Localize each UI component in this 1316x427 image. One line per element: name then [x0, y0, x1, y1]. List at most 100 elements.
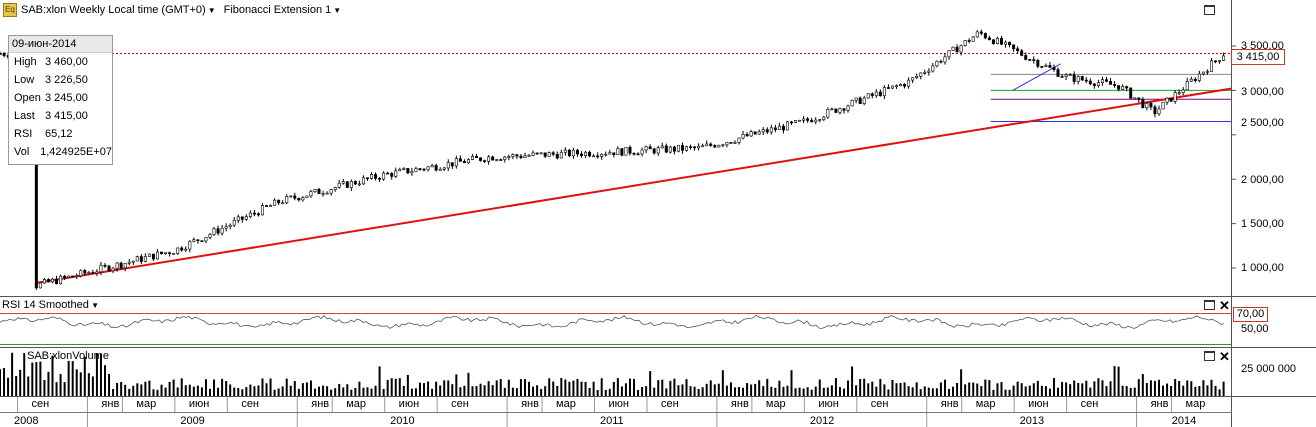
volume-bar — [265, 383, 268, 396]
candle-body — [59, 275, 63, 284]
volume-bar — [19, 369, 22, 396]
candle-body — [357, 183, 361, 186]
volume-bar — [1073, 380, 1076, 396]
candle-body — [313, 188, 317, 192]
volume-bar — [834, 378, 837, 396]
candle-body — [483, 160, 487, 162]
candle-body — [604, 153, 608, 156]
volume-bar — [59, 374, 62, 396]
rsi-panel-close-icon[interactable]: ✕ — [1219, 298, 1230, 313]
volume-bar — [47, 371, 50, 396]
candle-body — [721, 144, 725, 147]
volume-bar — [3, 368, 6, 396]
candle-body — [325, 192, 329, 195]
chart-header: Eq SAB:xlon Weekly Local time (GMT+0) ▼ … — [0, 2, 349, 18]
volume-panel-title[interactable]: SAB:xlonVolume — [27, 350, 109, 362]
volume-bar — [794, 388, 797, 396]
candle-body — [143, 256, 147, 262]
volume-bar — [1222, 381, 1225, 396]
volume-bar — [75, 369, 78, 396]
volume-bar — [297, 388, 300, 396]
candle-body — [422, 168, 426, 171]
volume-bar — [895, 383, 898, 396]
rsi-panel-maximize-icon[interactable] — [1204, 300, 1215, 310]
volume-bar — [1085, 380, 1088, 396]
candle-body — [1048, 65, 1052, 68]
volume-bar — [564, 379, 567, 396]
volume-bar — [980, 386, 983, 396]
candle-body — [567, 149, 571, 157]
volume-bar — [410, 388, 413, 396]
volume-bar — [681, 384, 684, 396]
candle-body — [798, 119, 802, 122]
volume-bar — [968, 382, 971, 396]
candle-body — [71, 275, 75, 278]
volume-bar — [99, 353, 102, 396]
candle-body — [1072, 74, 1076, 82]
candle-body — [188, 241, 192, 250]
volume-bar — [451, 384, 454, 396]
volume-bar — [200, 387, 203, 396]
volume-bar — [1089, 387, 1092, 396]
candle-body — [160, 251, 164, 254]
volume-bar — [746, 383, 749, 396]
candle-body — [487, 156, 491, 162]
price-panel-maximize-icon[interactable] — [1204, 5, 1215, 15]
volume-bar — [1020, 383, 1023, 396]
volume-bar — [838, 387, 841, 396]
symbol-dropdown-caret-icon[interactable]: ▼ — [207, 5, 216, 15]
volume-bar — [802, 388, 805, 396]
candle-body — [1209, 60, 1213, 72]
volume-bar — [649, 371, 652, 396]
volume-bar — [374, 385, 377, 396]
study-dropdown-caret-icon[interactable]: ▼ — [333, 5, 342, 15]
rsi-panel-plot — [0, 313, 1231, 345]
candle-body — [402, 168, 406, 170]
candle-body — [584, 151, 588, 157]
candle-body — [1008, 41, 1012, 46]
candle-body — [620, 148, 624, 156]
volume-bar — [1117, 366, 1120, 396]
volume-bar — [1061, 381, 1064, 396]
symbol-title[interactable]: SAB:xlon Weekly Local time (GMT+0) — [21, 4, 206, 16]
month-label: июн — [608, 398, 629, 410]
volume-bar — [927, 387, 930, 396]
volume-bar — [620, 386, 623, 396]
candle-body — [91, 272, 95, 274]
candle-body — [608, 152, 612, 155]
candle-body — [378, 178, 382, 180]
month-label: сен — [241, 398, 260, 410]
volume-bar — [116, 382, 119, 396]
chart-type-icon[interactable]: Eq — [3, 3, 17, 17]
volume-bar — [1129, 387, 1132, 396]
volume-bar — [23, 353, 26, 396]
candle-body — [919, 72, 923, 77]
volume-bar — [935, 388, 938, 396]
volume-bar — [1174, 378, 1177, 396]
volume-bar — [164, 387, 167, 396]
candle-body — [737, 137, 741, 143]
info-row-vol: Vol 1,424925E+07 — [14, 146, 112, 158]
volume-bar — [677, 385, 680, 396]
year-label: 2013 — [1019, 415, 1045, 427]
volume-bars — [0, 352, 1225, 396]
candle-body — [951, 46, 955, 51]
study-title[interactable]: Fibonacci Extension 1 — [223, 4, 332, 16]
candle-body — [907, 79, 911, 87]
candle-body — [224, 226, 228, 229]
candle-body — [1141, 99, 1145, 108]
candle-body — [806, 118, 810, 121]
volume-panel-maximize-icon[interactable] — [1204, 351, 1215, 361]
candle-body — [390, 173, 394, 177]
volume-panel-close-icon[interactable]: ✕ — [1219, 349, 1230, 364]
volume-bar — [390, 378, 393, 396]
volume-bar — [128, 388, 131, 396]
volume-bar — [1210, 379, 1213, 396]
rsi-panel-title[interactable]: RSI 14 Smoothed ▼ — [2, 299, 99, 311]
candle-body — [119, 262, 123, 269]
year-label: 2014 — [1171, 415, 1197, 427]
candle-body — [761, 129, 765, 133]
last-price-label: 3 415,00 — [1231, 49, 1285, 65]
candle-body — [749, 131, 753, 137]
